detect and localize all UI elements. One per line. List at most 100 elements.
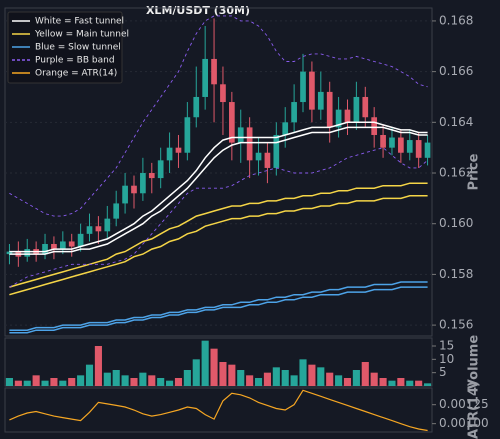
candle-body xyxy=(86,226,93,234)
candle-body xyxy=(104,218,111,232)
legend-label: Yellow = Main tunnel xyxy=(34,30,129,40)
candle-body xyxy=(264,152,271,168)
y-tick-label: 0.168 xyxy=(439,13,473,27)
candle-body xyxy=(362,96,369,118)
volume-bar xyxy=(326,372,334,386)
candle-body xyxy=(220,84,226,103)
candle-body xyxy=(202,58,209,97)
volume-bar xyxy=(299,359,307,386)
volume-bar xyxy=(415,380,423,386)
candle-body xyxy=(406,140,413,153)
volume-bar xyxy=(192,359,200,386)
candle-body xyxy=(246,127,253,161)
y-tick-label: 0.164 xyxy=(439,115,473,129)
y-tick-label: 0.160 xyxy=(439,216,473,230)
candle-body xyxy=(309,71,315,110)
tunnel-line xyxy=(9,126,428,255)
candle-body xyxy=(175,147,182,153)
y-tick-label: 15 xyxy=(439,339,454,353)
volume-bar xyxy=(121,375,129,386)
panel-frame xyxy=(4,387,433,433)
volume-bar xyxy=(290,375,298,386)
volume-bar xyxy=(317,367,325,386)
volume-bar xyxy=(361,362,369,386)
volume-bar xyxy=(281,370,289,386)
candle-body xyxy=(415,140,422,158)
y-tick-label: 0.158 xyxy=(439,267,473,281)
candle-body xyxy=(353,96,360,123)
candle-body xyxy=(148,173,155,179)
volume-bar xyxy=(201,340,209,386)
candle-body xyxy=(282,122,289,135)
candle-body xyxy=(193,96,200,118)
candle-body xyxy=(51,243,57,250)
candle-body xyxy=(42,243,48,255)
y-tick-label: 0.00100 xyxy=(439,416,489,430)
panel-frame xyxy=(4,7,433,337)
candle-body xyxy=(131,185,137,194)
candle-body xyxy=(398,137,404,153)
volume-bar xyxy=(370,372,378,386)
tunnel-line xyxy=(9,281,428,331)
tunnel-line xyxy=(9,15,428,217)
volume-bar xyxy=(112,370,120,386)
volume-bar xyxy=(130,378,138,386)
chart-title: XLM/USDT (30M) xyxy=(146,4,250,17)
volume-bar xyxy=(423,383,432,386)
volume-bar xyxy=(166,380,174,386)
tunnel-line xyxy=(9,286,428,334)
volume-bar xyxy=(174,378,183,386)
y-tick-label: 0.162 xyxy=(439,166,473,180)
volume-bar xyxy=(183,370,191,386)
candle-body xyxy=(6,251,13,255)
candle-body xyxy=(237,127,244,143)
candle-body xyxy=(326,91,333,128)
volume-bar xyxy=(14,380,22,386)
volume-bar xyxy=(157,378,165,386)
candle-body xyxy=(184,117,191,153)
candle-body xyxy=(68,241,75,247)
candle-body xyxy=(122,185,128,204)
volume-bar xyxy=(139,372,147,386)
volume-bar xyxy=(254,378,263,386)
panel-frame xyxy=(4,337,433,387)
legend-box xyxy=(7,11,123,84)
volume-bar xyxy=(68,378,76,386)
volume-bar xyxy=(219,362,227,386)
volume-bar xyxy=(228,364,236,386)
candle-body xyxy=(211,58,217,85)
legend-label: Blue = Slow tunnel xyxy=(35,43,121,53)
candle-body xyxy=(59,241,66,250)
y-tick-label: 10 xyxy=(439,352,454,366)
volume-bar xyxy=(308,364,316,386)
candle-body xyxy=(344,109,351,123)
y-axis-label: ATR(14) xyxy=(467,381,482,439)
volume-bar xyxy=(237,370,245,386)
candle-body xyxy=(157,160,164,179)
atr-line xyxy=(9,389,428,432)
legend-label: Purple = BB band xyxy=(35,56,115,66)
tunnel-line xyxy=(9,182,428,288)
volume-bar xyxy=(94,346,102,386)
volume-bar xyxy=(406,380,414,386)
y-tick-label: 0.156 xyxy=(439,318,473,332)
y-tick-label: 5 xyxy=(439,365,447,379)
candle-body xyxy=(291,102,297,123)
tunnel-line xyxy=(9,195,428,296)
volume-bar xyxy=(77,375,85,386)
legend: White = Fast tunnel Yellow = Main tunnel B… xyxy=(7,11,129,84)
volume-bar xyxy=(263,372,271,386)
volume-bar xyxy=(272,367,280,386)
legend-label: White = Fast tunnel xyxy=(35,17,124,27)
legend-label: Orange = ATR(14) xyxy=(35,69,117,79)
y-tick-label: 0.00125 xyxy=(439,397,489,411)
candle-body xyxy=(317,91,324,110)
candle-body xyxy=(424,142,431,158)
volume-bar xyxy=(343,378,352,386)
tunnel-line xyxy=(9,147,428,288)
volume-bar xyxy=(85,364,94,386)
y-axis-label: Price xyxy=(467,153,482,190)
tunnel-line xyxy=(9,121,428,253)
volume-bar xyxy=(352,370,360,386)
